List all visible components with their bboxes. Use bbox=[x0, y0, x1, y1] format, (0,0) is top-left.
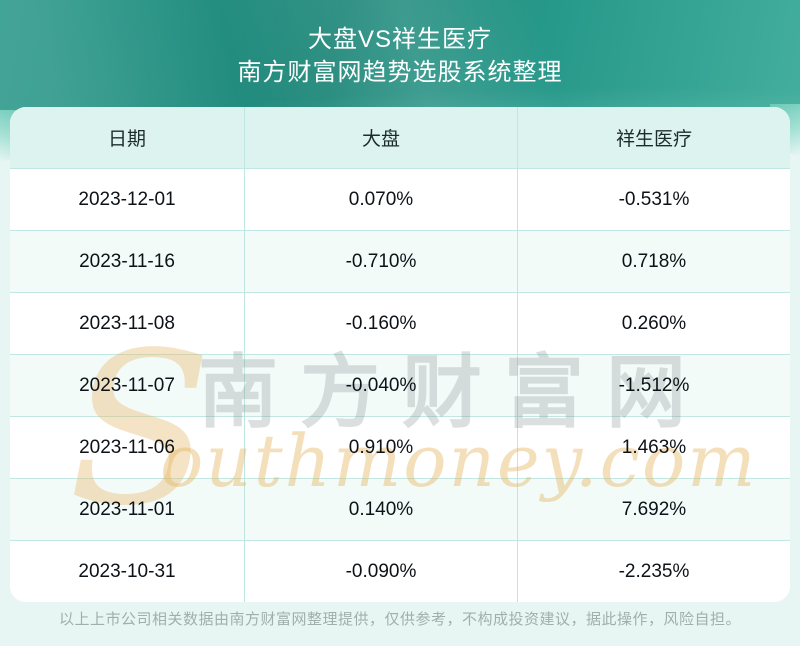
date-cell: 2023-10-31 bbox=[78, 560, 176, 582]
percent-value-cell: 0.260% bbox=[517, 293, 790, 354]
percent-value-cell: -0.090% bbox=[244, 541, 517, 602]
data-table-card: 日期 大盘 祥生医疗 2023-12-01 0.070% -0.531% 2023-11-… bbox=[10, 107, 790, 602]
percent-value-cell: -0.160% bbox=[244, 293, 517, 354]
percent-value-cell: -0.040% bbox=[244, 355, 517, 416]
column-header: 大盘 bbox=[244, 107, 517, 168]
percent-value-cell: 0.910% bbox=[244, 417, 517, 478]
percent-value-cell: -0.710% bbox=[244, 231, 517, 292]
column-header: 祥生医疗 bbox=[517, 107, 790, 168]
percent-value-cell: -2.235% bbox=[517, 541, 790, 602]
percent-value-cell: 1.463% bbox=[517, 417, 790, 478]
table-row: 2023-12-01 0.070% -0.531% bbox=[10, 168, 790, 230]
date-cell: 2023-11-01 bbox=[79, 498, 175, 520]
date-cell: 2023-11-16 bbox=[79, 250, 175, 272]
table-row: 2023-11-08 -0.160% 0.260% bbox=[10, 292, 790, 354]
table-header-row: 日期 大盘 祥生医疗 bbox=[10, 107, 790, 168]
percent-value-cell: 7.692% bbox=[517, 479, 790, 540]
date-cell: 2023-12-01 bbox=[78, 188, 176, 210]
percent-value-cell: -0.531% bbox=[517, 169, 790, 230]
header-banner: 大盘VS祥生医疗 南方财富网趋势选股系统整理 bbox=[0, 0, 800, 122]
table-row: 2023-11-01 0.140% 7.692% bbox=[10, 478, 790, 540]
disclaimer-text: 以上上市公司相关数据由南方财富网整理提供，仅供参考，不构成投资建议，据此操作，风… bbox=[58, 611, 741, 628]
table-row: 2023-11-16 -0.710% 0.718% bbox=[10, 230, 790, 292]
percent-value-cell: 0.718% bbox=[517, 231, 790, 292]
table-row: 2023-10-31 -0.090% -2.235% bbox=[10, 540, 790, 602]
page-subtitle: 南方财富网趋势选股系统整理 bbox=[237, 59, 563, 86]
date-cell: 2023-11-08 bbox=[79, 312, 175, 334]
percent-value-cell: 0.070% bbox=[244, 169, 517, 230]
date-cell: 2023-11-07 bbox=[79, 374, 175, 396]
percent-value-cell: -1.512% bbox=[517, 355, 790, 416]
column-header: 日期 bbox=[107, 129, 146, 150]
table-row: 2023-11-07 -0.040% -1.512% bbox=[10, 354, 790, 416]
percent-value-cell: 0.140% bbox=[244, 479, 517, 540]
table-row: 2023-11-06 0.910% 1.463% bbox=[10, 416, 790, 478]
table-body: 2023-12-01 0.070% -0.531% 2023-11-16 -0.710%… bbox=[10, 168, 790, 602]
page-title: 大盘VS祥生医疗 bbox=[307, 26, 492, 53]
date-cell: 2023-11-06 bbox=[79, 436, 175, 458]
